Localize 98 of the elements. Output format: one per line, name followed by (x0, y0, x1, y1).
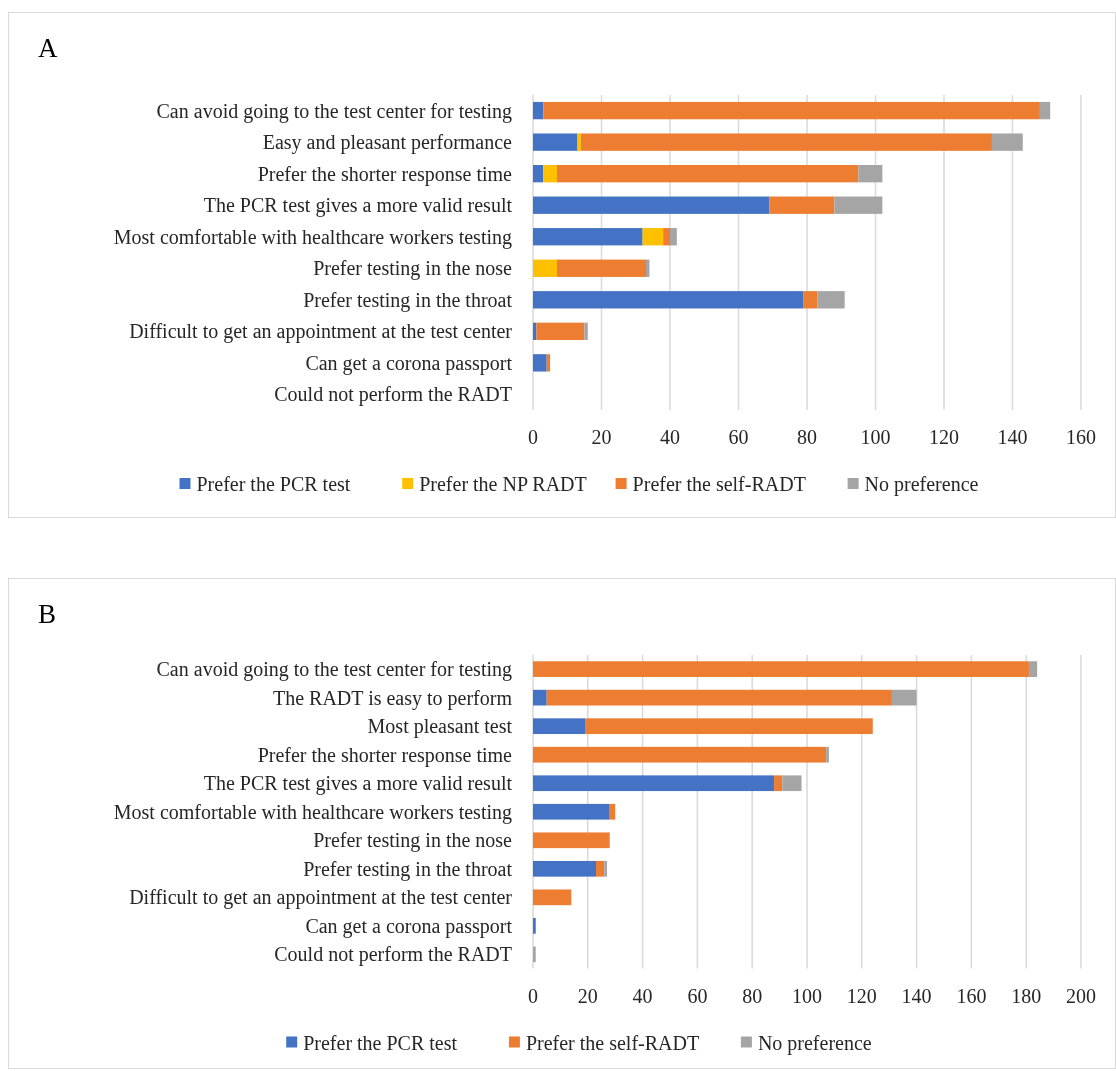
y-tick-label: Prefer testing in the throat (303, 857, 513, 881)
x-tick-label: 0 (528, 426, 538, 448)
x-tick-label: 40 (632, 984, 653, 1007)
bar (817, 291, 845, 309)
y-tick-label: Can avoid going to the test center for testing (156, 99, 512, 123)
bar (663, 228, 670, 246)
x-tick-label: 100 (792, 984, 822, 1007)
bar (533, 165, 544, 183)
x-tick-label: 20 (591, 426, 612, 448)
bar (596, 860, 605, 877)
x-tick-label: 140 (901, 984, 932, 1007)
bar (584, 322, 588, 340)
y-tick-label: The PCR test gives a more valid result (203, 772, 513, 796)
y-tick-label: Can avoid going to the test center for testing (156, 658, 512, 682)
bar (533, 775, 775, 792)
bar (991, 133, 1023, 151)
bar (533, 832, 610, 849)
y-tick-label: Could not perform the RADT (274, 383, 512, 407)
bar (533, 291, 804, 309)
y-tick-label: Difficult to get an appointment at the test center (129, 886, 513, 910)
bar (533, 746, 827, 763)
bar (533, 354, 547, 372)
bar (543, 101, 1040, 120)
x-tick-label: 20 (577, 984, 598, 1007)
text: B (38, 599, 57, 629)
legend-label: No preference (757, 1031, 872, 1055)
y-tick-label: The PCR test gives a more valid result (203, 194, 513, 218)
x-tick-label: 40 (660, 426, 680, 448)
y-tick-label: Can get a corona passport (305, 914, 513, 938)
bar (533, 803, 610, 820)
bar (585, 718, 873, 735)
y-tick-label: The RADT is easy to perform (272, 686, 513, 710)
y-tick-label: Easy and pleasant performance (262, 131, 513, 155)
bar (769, 196, 835, 214)
bar (533, 133, 578, 151)
bar (577, 133, 581, 151)
legend-label: Prefer the NP RADT (419, 473, 587, 495)
y-tick-label: Most pleasant test (367, 715, 513, 739)
x-tick-label: 80 (742, 984, 763, 1007)
x-tick-label: 160 (956, 984, 987, 1007)
y-tick-label: Prefer testing in the nose (313, 257, 513, 281)
bar (670, 228, 677, 246)
bar (546, 354, 551, 372)
bar (536, 322, 585, 340)
y-tick-label: Prefer testing in the nose (313, 829, 513, 853)
y-tick-label: Can get a corona passport (305, 351, 513, 375)
x-tick-label: 120 (846, 984, 877, 1007)
bar (533, 889, 572, 906)
legend-label: Prefer the PCR test (196, 473, 351, 495)
y-tick-label: Prefer the shorter response time (257, 743, 513, 767)
bar (533, 689, 547, 706)
bar (609, 803, 616, 820)
bar (834, 196, 883, 214)
bar (533, 196, 770, 214)
bar (533, 860, 597, 877)
x-tick-label: 140 (997, 426, 1028, 448)
bar (543, 165, 557, 183)
bar (533, 101, 544, 120)
bar (546, 689, 892, 706)
bar (891, 689, 917, 706)
x-tick-label: 200 (1066, 984, 1096, 1007)
bar (642, 228, 664, 246)
bar (774, 775, 783, 792)
bar (580, 133, 992, 151)
legend-label: Prefer the self-RADT (632, 473, 806, 495)
x-tick-label: 0 (528, 984, 538, 1007)
bar (556, 259, 647, 277)
y-tick-label: Most comfortable with healthcare workers testing (113, 225, 512, 249)
x-tick-label: 60 (728, 426, 749, 448)
bar (782, 775, 802, 792)
bar (556, 165, 859, 183)
bar (533, 259, 557, 277)
bar (826, 746, 829, 763)
bar (1039, 101, 1051, 120)
bar (533, 661, 1029, 677)
y-tick-label: Difficult to get an appointment at the test center (129, 320, 513, 344)
x-tick-label: 80 (797, 426, 817, 448)
bar (533, 718, 586, 735)
legend-label: Prefer the self-RADT (525, 1031, 700, 1054)
bar (604, 860, 607, 877)
bar (858, 165, 883, 183)
y-tick-label: Prefer testing in the throat (303, 288, 513, 312)
bar (1028, 661, 1038, 677)
y-tick-label: Could not perform the RADT (274, 943, 512, 967)
y-tick-label: Prefer the shorter response time (257, 162, 513, 186)
legend-label: No preference (864, 473, 979, 496)
legend-label: Prefer the PCR test (303, 1031, 458, 1054)
y-tick-label: Most comfortable with healthcare workers testing (113, 800, 512, 824)
bar (533, 946, 536, 963)
x-tick-label: 180 (1011, 984, 1042, 1007)
x-tick-label: 160 (1066, 426, 1096, 448)
x-tick-label: 120 (929, 426, 959, 448)
bar (533, 228, 643, 246)
bar (803, 291, 818, 309)
bar (533, 918, 536, 934)
x-tick-label: 100 (860, 426, 891, 448)
text: A (38, 33, 58, 63)
x-tick-label: 60 (687, 984, 708, 1007)
